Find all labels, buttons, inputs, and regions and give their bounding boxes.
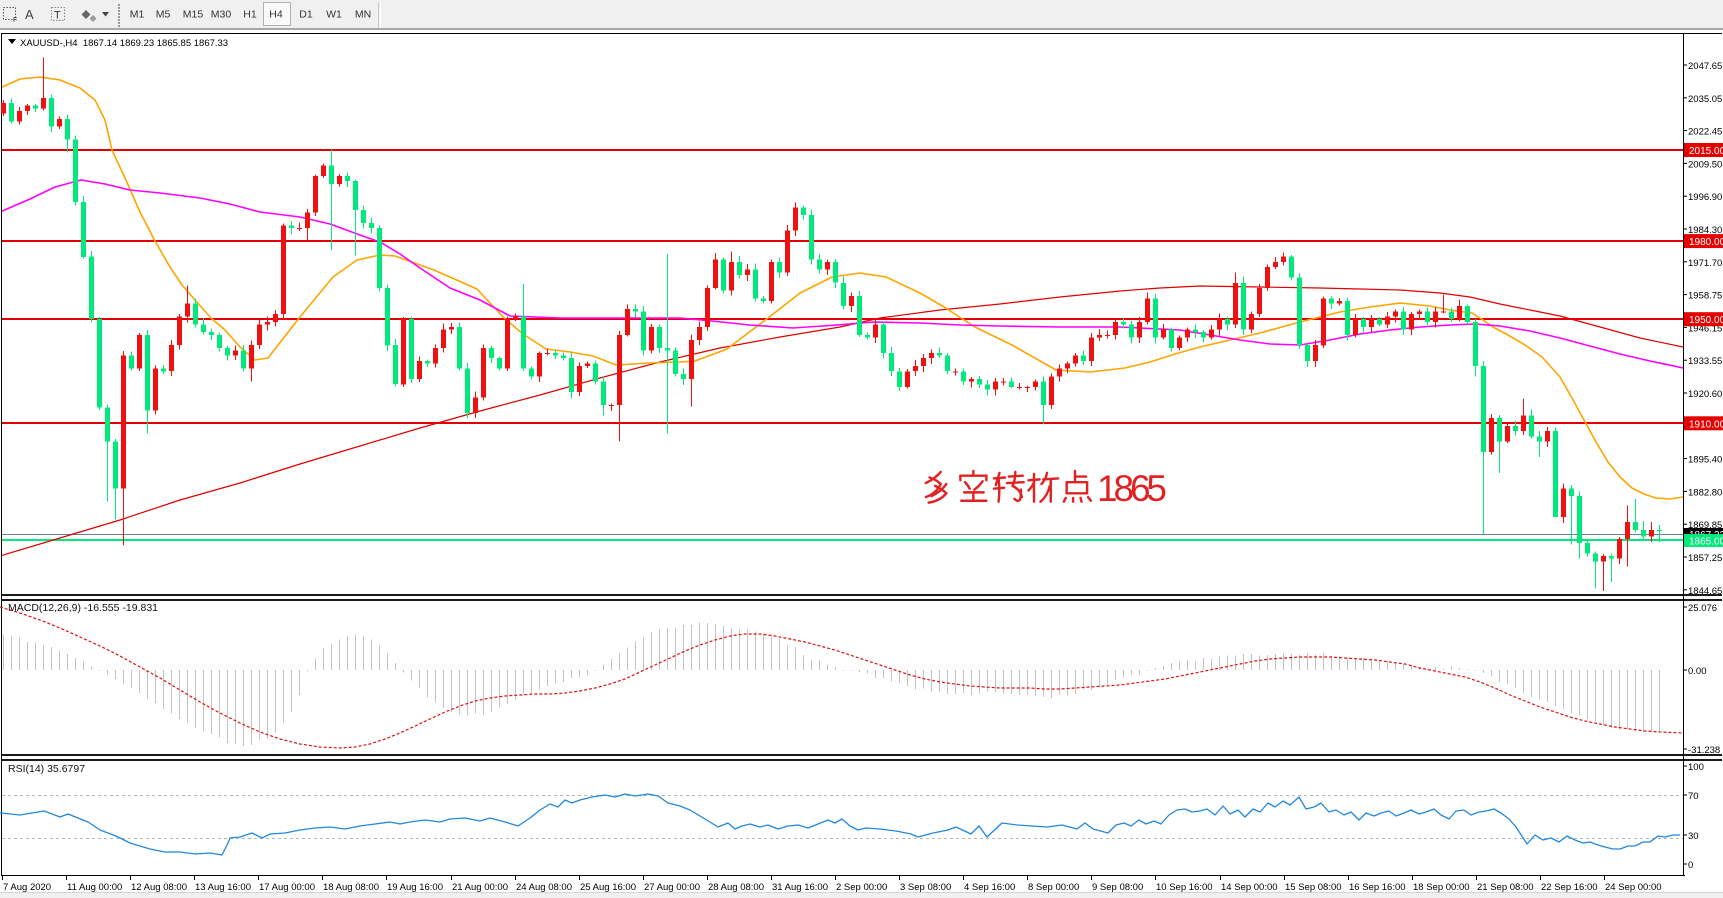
svg-text:1844.65: 1844.65 xyxy=(1688,586,1722,597)
svg-text:1920.60: 1920.60 xyxy=(1688,389,1722,400)
svg-text:7 Aug 2020: 7 Aug 2020 xyxy=(3,882,51,893)
svg-text:18 Sep 00:00: 18 Sep 00:00 xyxy=(1413,882,1470,893)
svg-text:1950.00: 1950.00 xyxy=(1689,315,1723,326)
svg-text:70: 70 xyxy=(1688,791,1699,802)
svg-text:8 Sep 00:00: 8 Sep 00:00 xyxy=(1028,882,1079,893)
svg-text:1857.25: 1857.25 xyxy=(1688,553,1722,564)
svg-text:22 Sep 16:00: 22 Sep 16:00 xyxy=(1541,882,1598,893)
svg-text:1984.30: 1984.30 xyxy=(1688,225,1722,236)
svg-text:2047.65: 2047.65 xyxy=(1688,61,1722,72)
svg-text:1910.00: 1910.00 xyxy=(1689,419,1723,430)
svg-text:1895.40: 1895.40 xyxy=(1688,455,1722,466)
svg-text:10 Sep 16:00: 10 Sep 16:00 xyxy=(1156,882,1213,893)
svg-text:1933.55: 1933.55 xyxy=(1688,356,1722,367)
svg-text:14 Sep 00:00: 14 Sep 00:00 xyxy=(1221,882,1278,893)
svg-text:1958.75: 1958.75 xyxy=(1688,291,1722,302)
svg-text:30: 30 xyxy=(1688,831,1699,842)
svg-text:-31.238: -31.238 xyxy=(1688,745,1720,756)
svg-text:19 Aug 16:00: 19 Aug 16:00 xyxy=(387,882,443,893)
svg-text:F: F xyxy=(13,17,17,24)
svg-text:100: 100 xyxy=(1688,762,1704,773)
svg-text:XAUUSD-,H4 1867.14 1869.23 18: XAUUSD-,H4 1867.14 1869.23 1865.85 1867.… xyxy=(20,38,228,49)
svg-text:12 Aug 08:00: 12 Aug 08:00 xyxy=(131,882,187,893)
svg-text:1865.00: 1865.00 xyxy=(1689,537,1723,548)
svg-text:1865: 1865 xyxy=(1097,468,1167,509)
svg-text:1869.85: 1869.85 xyxy=(1688,520,1722,531)
svg-text:25.076: 25.076 xyxy=(1688,603,1717,614)
svg-text:27 Aug 00:00: 27 Aug 00:00 xyxy=(644,882,700,893)
svg-text:21 Sep 08:00: 21 Sep 08:00 xyxy=(1477,882,1534,893)
svg-text:15 Sep 08:00: 15 Sep 08:00 xyxy=(1285,882,1342,893)
svg-text:18 Aug 08:00: 18 Aug 08:00 xyxy=(323,882,379,893)
svg-text:28 Aug 08:00: 28 Aug 08:00 xyxy=(708,882,764,893)
svg-text:11 Aug 00:00: 11 Aug 00:00 xyxy=(67,882,122,893)
svg-text:31 Aug 16:00: 31 Aug 16:00 xyxy=(772,882,828,893)
svg-text:1946.15: 1946.15 xyxy=(1688,323,1722,334)
svg-text:3 Sep 08:00: 3 Sep 08:00 xyxy=(900,882,951,893)
svg-text:16 Sep 16:00: 16 Sep 16:00 xyxy=(1349,882,1406,893)
svg-text:W1: W1 xyxy=(326,9,342,21)
svg-text:25 Aug 16:00: 25 Aug 16:00 xyxy=(580,882,636,893)
svg-text:13 Aug 16:00: 13 Aug 16:00 xyxy=(195,882,251,893)
svg-text:2015.00: 2015.00 xyxy=(1689,146,1723,157)
svg-text:M1: M1 xyxy=(130,9,145,21)
svg-text:0: 0 xyxy=(1688,860,1693,871)
svg-text:1996.90: 1996.90 xyxy=(1688,192,1722,203)
svg-text:4 Sep 16:00: 4 Sep 16:00 xyxy=(964,882,1015,893)
svg-text:2022.45: 2022.45 xyxy=(1688,127,1722,138)
svg-text:9 Sep 08:00: 9 Sep 08:00 xyxy=(1092,882,1143,893)
svg-text:2 Sep 00:00: 2 Sep 00:00 xyxy=(836,882,887,893)
svg-text:T: T xyxy=(54,10,61,22)
svg-text:1882.80: 1882.80 xyxy=(1688,487,1722,498)
svg-text:0.00: 0.00 xyxy=(1688,666,1707,677)
svg-text:2009.50: 2009.50 xyxy=(1688,159,1722,170)
svg-text:RSI(14) 35.6797: RSI(14) 35.6797 xyxy=(8,763,85,775)
svg-text:24 Sep 00:00: 24 Sep 00:00 xyxy=(1605,882,1662,893)
svg-text:MACD(12,26,9) -16.555 -19.831: MACD(12,26,9) -16.555 -19.831 xyxy=(8,602,158,614)
svg-text:M30: M30 xyxy=(211,9,232,21)
svg-text:A: A xyxy=(25,7,34,22)
svg-text:1980.00: 1980.00 xyxy=(1689,237,1723,248)
svg-text:H1: H1 xyxy=(243,9,257,21)
svg-text:M15: M15 xyxy=(183,9,204,21)
svg-text:24 Aug 08:00: 24 Aug 08:00 xyxy=(516,882,572,893)
svg-text:MN: MN xyxy=(355,9,371,21)
svg-text:1971.70: 1971.70 xyxy=(1688,258,1722,269)
svg-text:2035.05: 2035.05 xyxy=(1688,94,1722,105)
svg-text:21 Aug 00:00: 21 Aug 00:00 xyxy=(452,882,508,893)
svg-text:H4: H4 xyxy=(269,9,283,21)
svg-text:D1: D1 xyxy=(299,9,313,21)
svg-text:17 Aug 00:00: 17 Aug 00:00 xyxy=(259,882,315,893)
svg-text:M5: M5 xyxy=(156,9,171,21)
